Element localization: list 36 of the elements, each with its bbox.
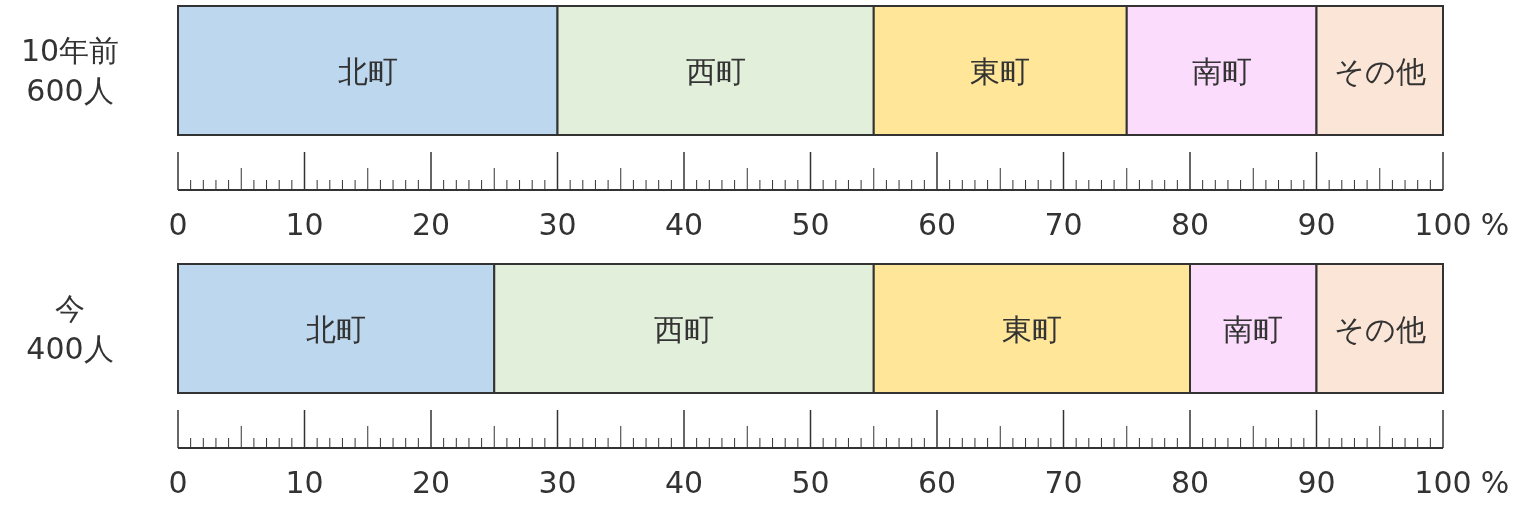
x-tick-label: 50 (791, 207, 830, 242)
x-tick-label: 40 (664, 207, 704, 242)
x-label: % (1480, 465, 1510, 500)
series-label: 北町 (306, 311, 367, 347)
series-label: 西町 (685, 53, 746, 89)
series-label: 南町 (1223, 311, 1284, 347)
x-tick-label: 20 (411, 465, 451, 500)
x-tick-label: 90 (1297, 207, 1336, 242)
series-label: 東町 (970, 53, 1031, 89)
x-tick-label: 10 (285, 465, 324, 500)
series-label: 北町 (337, 53, 398, 89)
x-tick-label: 60 (917, 207, 957, 242)
x-tick-label: 30 (538, 207, 577, 242)
x-tick-label: 30 (538, 465, 577, 500)
series-label: その他 (1333, 311, 1426, 347)
x-tick-label: 60 (917, 465, 957, 500)
x-tick-label: 10 (285, 207, 324, 242)
x-tick-label: 0 (168, 465, 188, 500)
category-label: 10年前 600人 (20, 32, 120, 108)
series-label: 東町 (1001, 311, 1062, 347)
category-label: 今 400人 (26, 290, 114, 366)
x-tick-label: 80 (1170, 207, 1210, 242)
x-tick-label: 0 (168, 207, 188, 242)
x-tick-label: 50 (791, 465, 830, 500)
x-tick-label: 100 (1414, 207, 1472, 242)
x-tick-label: 70 (1044, 207, 1083, 242)
series-label: その他 (1333, 53, 1426, 89)
x-label: % (1480, 207, 1510, 242)
series-label: 西町 (654, 311, 714, 347)
x-tick-label: 100 (1414, 465, 1472, 500)
x-tick-label: 90 (1297, 465, 1336, 500)
x-tick-label: 40 (664, 465, 704, 500)
x-tick-label: 80 (1170, 465, 1210, 500)
x-tick-label: 70 (1044, 465, 1083, 500)
x-tick-label: 20 (411, 207, 451, 242)
series-label: 南町 (1191, 53, 1252, 89)
